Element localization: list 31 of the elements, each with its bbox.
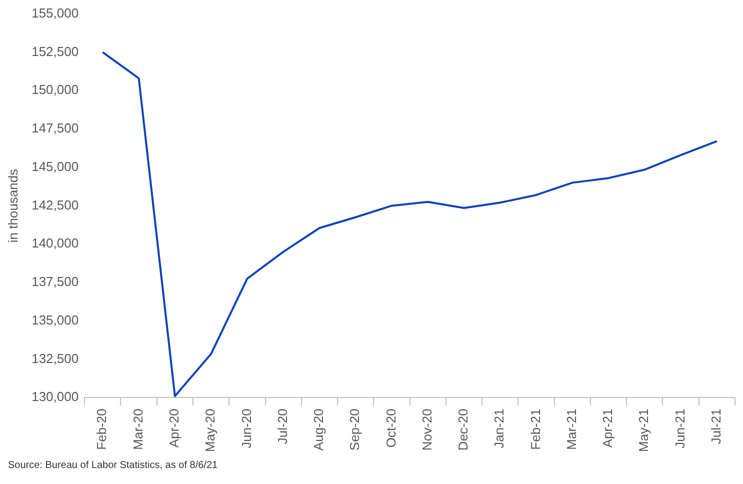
y-axis-title: in thousands [5, 168, 20, 243]
x-tick-label: Jul-20 [274, 408, 290, 444]
y-tick-label: 140,000 [32, 236, 79, 251]
y-tick-label: 135,000 [32, 312, 79, 328]
x-tick-label: Jun-20 [238, 408, 254, 448]
y-tick-label: 137,500 [32, 274, 79, 290]
x-tick-label: May-20 [202, 408, 218, 452]
x-tick-label: Feb-20 [94, 408, 110, 450]
x-tick-label: Mar-21 [564, 408, 579, 450]
source-note: Source: Bureau of Labor Statistics, as of 8/6/21 [8, 460, 218, 471]
x-tick-label: Mar-20 [130, 408, 146, 450]
x-tick-label: Feb-21 [528, 408, 543, 450]
y-tick-label: 150,000 [32, 82, 79, 98]
x-tick-label: Jul-21 [708, 408, 724, 444]
y-tick-label: 155,000 [32, 5, 79, 20]
x-tick-label: Jan-21 [492, 408, 507, 448]
x-tick-label: Nov-20 [419, 408, 434, 451]
x-tick-label: Apr-20 [166, 408, 182, 448]
x-tick-label: Apr-21 [600, 408, 616, 448]
x-tick-label: Aug-20 [311, 408, 326, 451]
x-tick-label: Dec-20 [456, 408, 471, 451]
x-tick-label: Jun-21 [672, 408, 688, 448]
y-tick-label: 130,000 [32, 389, 79, 404]
x-tick-label: May-21 [636, 408, 652, 452]
y-tick-label: 142,500 [32, 197, 79, 212]
x-tick-label: Sep-20 [347, 408, 362, 451]
y-tick-label: 147,500 [32, 120, 79, 136]
y-tick-label: 145,000 [32, 158, 79, 174]
y-tick-label: 152,500 [32, 44, 79, 59]
y-tick-label: 132,500 [32, 350, 79, 366]
x-tick-label: Oct-20 [383, 408, 398, 448]
